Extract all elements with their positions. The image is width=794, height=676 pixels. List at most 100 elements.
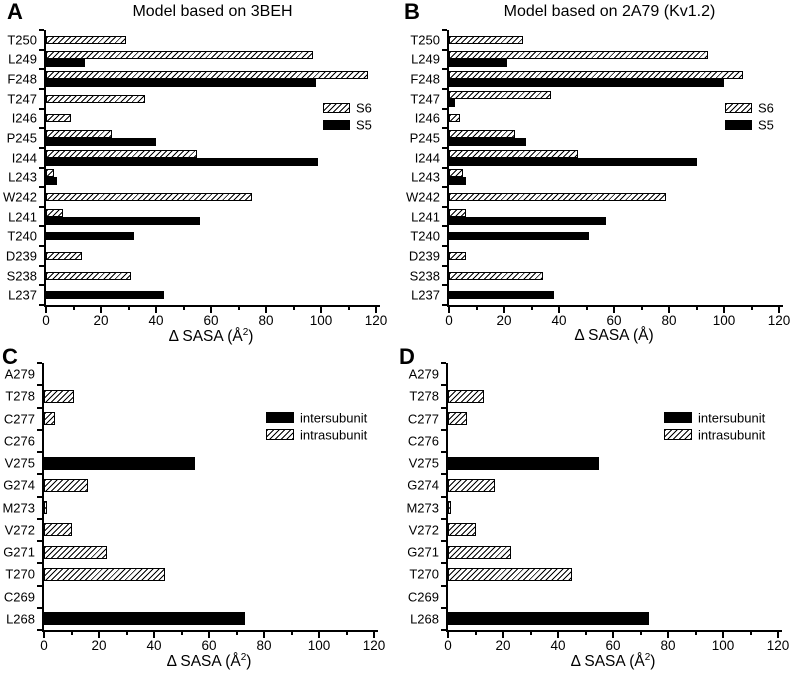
x-tick-label: 120 (362, 638, 386, 653)
y-category-label: P245 (6, 130, 37, 146)
y-axis (446, 363, 448, 632)
y-axis (44, 30, 46, 307)
x-tick-minor (180, 632, 183, 635)
y-category-label: L241 (8, 209, 37, 225)
legend-label-intrasubunit: intrasubunit (300, 427, 368, 442)
x-tick-minor (182, 307, 185, 310)
y-category-label: I246 (11, 110, 37, 126)
x-tick-label: 0 (42, 313, 50, 328)
x-tick-label: 0 (40, 638, 48, 653)
y-category-label: T270 (5, 566, 35, 582)
x-axis-label-close: ) (648, 327, 654, 344)
x-tick-minor (290, 632, 293, 635)
legend-label-S6: S6 (758, 100, 774, 116)
x-tick-label: 20 (496, 313, 512, 328)
x-axis-label-superscript: 2 (240, 652, 247, 663)
bar-S5-L241 (449, 216, 606, 225)
y-category-label: I244 (414, 150, 440, 166)
legend-label-intersubunit: intersubunit (698, 410, 766, 425)
y-category-label: W242 (406, 189, 440, 205)
x-tick-major (98, 632, 100, 638)
bar-S6-P245 (449, 130, 515, 139)
legend-swatch-S5 (323, 120, 350, 130)
x-tick-minor (474, 632, 477, 635)
legend-label-S5: S5 (758, 117, 774, 133)
bar-S6-L241 (46, 208, 63, 217)
y-category-label: V272 (4, 522, 35, 538)
legend-label-intersubunit: intersubunit (300, 410, 368, 425)
y-category-label: C277 (3, 411, 35, 427)
bar-intersubunit-L268 (44, 612, 245, 626)
x-tick-label: 80 (661, 313, 677, 328)
y-tick (441, 473, 446, 476)
x-tick-major (778, 307, 780, 313)
x-tick-label: 80 (660, 638, 676, 653)
x-tick-minor (347, 307, 350, 310)
y-category-label: L237 (8, 287, 37, 303)
x-tick-label: 60 (605, 638, 621, 653)
y-tick (37, 362, 42, 364)
y-tick (442, 48, 447, 51)
x-axis-label: Δ SASA (Å2) (44, 652, 374, 670)
x-tick-minor (237, 307, 240, 310)
bar-S6-T250 (46, 35, 126, 44)
x-tick-label: 80 (256, 638, 272, 653)
panel-D: D A279 T278 C277 C276 V275 G274 M273 V272 G271 T2… (397, 338, 794, 676)
bar-intersubunit-V275 (448, 456, 599, 470)
x-tick-major (100, 307, 102, 313)
bar-S5-L243 (46, 177, 57, 186)
x-tick-major (153, 632, 155, 638)
y-tick (37, 406, 42, 409)
x-tick-minor (750, 307, 753, 310)
x-tick-label: 60 (201, 638, 217, 653)
bar-S5-I244 (46, 157, 318, 166)
y-tick (37, 384, 42, 387)
bar-S6-F248 (449, 71, 743, 80)
bar-intersubunit-V275 (44, 456, 195, 470)
x-tick-major (210, 307, 212, 313)
x-tick-major (613, 307, 615, 313)
legend-label-S6: S6 (356, 100, 372, 116)
x-tick-major (723, 307, 725, 313)
x-tick-minor (72, 307, 75, 310)
y-tick (442, 264, 447, 267)
x-tick-minor (70, 632, 73, 635)
x-tick-label: 40 (550, 638, 566, 653)
y-axis (42, 363, 44, 632)
y-category-label: S238 (6, 268, 37, 284)
y-category-label: L237 (411, 287, 440, 303)
y-tick (442, 146, 447, 149)
x-tick-major (558, 307, 560, 313)
y-category-label: D239 (5, 248, 37, 264)
y-tick (441, 384, 446, 387)
legend-label-S5: S5 (356, 117, 372, 133)
x-tick-label: 0 (445, 313, 453, 328)
x-tick-major (263, 632, 265, 638)
y-category-label: C276 (407, 433, 439, 449)
x-tick-major (503, 307, 505, 313)
plot-area-B: T250 L249 F248 T247 I246 P245 I244 L243 W242 L241… (397, 0, 794, 344)
bar-S6-T250 (449, 35, 523, 44)
y-category-label: L268 (410, 611, 439, 627)
y-category-label: T250 (7, 32, 37, 48)
x-tick-minor (585, 307, 588, 310)
y-category-label: M273 (406, 500, 439, 516)
bar-S6-D239 (46, 251, 82, 260)
x-tick-label: 20 (91, 638, 107, 653)
x-axis-label-text: Δ SASA (Å (166, 653, 241, 671)
y-category-label: L249 (8, 51, 37, 67)
bar-S6-D239 (449, 251, 466, 260)
x-tick-minor (640, 307, 643, 310)
y-tick (37, 584, 42, 587)
y-tick (39, 225, 44, 228)
bar-S6-I246 (449, 114, 460, 123)
bar-intrasubunit-V272 (44, 523, 72, 537)
y-tick (442, 225, 447, 228)
x-tick-minor (695, 307, 698, 310)
legend-swatch-S6 (323, 103, 350, 113)
legend-swatch-intrasubunit (664, 429, 692, 440)
bar-S5-I244 (449, 157, 697, 166)
bar-S6-I244 (449, 149, 578, 158)
y-tick (442, 245, 447, 248)
y-tick (39, 29, 44, 31)
